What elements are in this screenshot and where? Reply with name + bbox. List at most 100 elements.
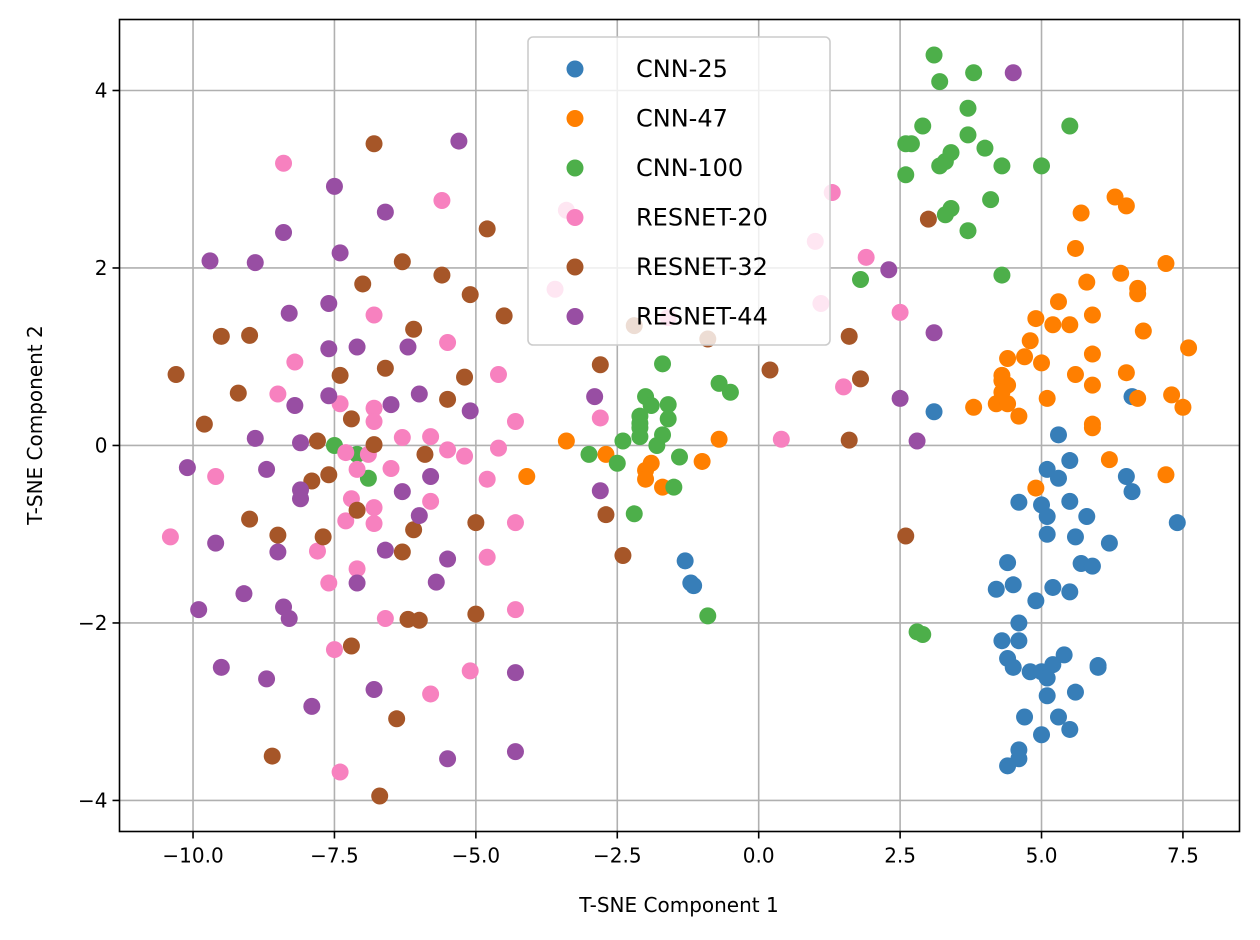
scatter-point <box>987 580 1005 598</box>
scatter-point <box>308 542 326 560</box>
scatter-point <box>1061 583 1079 601</box>
scatter-point <box>654 355 672 373</box>
scatter-point <box>1027 592 1045 610</box>
scatter-point <box>376 359 394 377</box>
scatter-point <box>959 222 977 240</box>
scatter-point <box>925 324 943 342</box>
scatter-point <box>331 366 349 384</box>
scatter-point <box>348 574 366 592</box>
scatter-point <box>376 203 394 221</box>
scatter-point <box>982 191 1000 209</box>
scatter-point <box>1100 451 1118 469</box>
scatter-point <box>388 710 406 728</box>
scatter-point <box>241 326 259 344</box>
scatter-point <box>365 135 383 153</box>
legend-box <box>527 36 831 346</box>
scatter-point <box>993 266 1011 284</box>
scatter-point <box>320 340 338 358</box>
scatter-point <box>1078 273 1096 291</box>
legend-label: RESNET-32 <box>636 253 768 281</box>
scatter-point <box>631 428 649 446</box>
scatter-point <box>461 286 479 304</box>
scatter-point <box>207 468 225 486</box>
scatter-point <box>1010 614 1028 632</box>
scatter-point <box>1004 576 1022 594</box>
scatter-point <box>303 697 321 715</box>
scatter-point <box>399 338 417 356</box>
scatter-point <box>167 365 185 383</box>
data-points <box>161 46 1198 805</box>
scatter-point <box>993 632 1011 650</box>
series-cnn-47 <box>518 188 1198 497</box>
scatter-point <box>1112 264 1130 282</box>
scatter-point <box>840 327 858 345</box>
x-tick-label: 5.0 <box>1026 844 1058 868</box>
scatter-point <box>405 320 423 338</box>
scatter-point <box>1089 658 1107 676</box>
x-axis-label: T-SNE Component 1 <box>578 893 778 917</box>
x-tick-label: 7.5 <box>1167 844 1199 868</box>
scatter-point <box>637 470 655 488</box>
scatter-point <box>1049 426 1067 444</box>
scatter-point <box>506 601 524 619</box>
scatter-point <box>835 378 853 396</box>
scatter-point <box>919 210 937 228</box>
scatter-point <box>506 413 524 431</box>
scatter-point <box>422 685 440 703</box>
scatter-point <box>308 432 326 450</box>
scatter-point <box>263 747 281 765</box>
scatter-point <box>761 361 779 379</box>
scatter-point <box>1066 528 1084 546</box>
grid-lines <box>119 19 1240 832</box>
scatter-point <box>1038 669 1056 687</box>
scatter-point <box>269 543 287 561</box>
scatter-point <box>286 397 304 415</box>
scatter-point <box>1033 726 1051 744</box>
scatter-point <box>292 434 310 452</box>
scatter-point <box>478 470 496 488</box>
scatter-point <box>999 554 1017 572</box>
scatter-point <box>320 387 338 405</box>
scatter-point <box>1083 557 1101 575</box>
scatter-point <box>925 403 943 421</box>
scatter-point <box>772 430 790 448</box>
y-tick-label: −4 <box>78 788 107 812</box>
x-tick-label: −2.5 <box>593 844 642 868</box>
scatter-point <box>439 390 457 408</box>
scatter-point <box>642 397 660 415</box>
scatter-point <box>959 126 977 144</box>
scatter-point <box>908 432 926 450</box>
scatter-point <box>450 132 468 150</box>
scatter-point <box>721 383 739 401</box>
scatter-point <box>591 409 609 427</box>
scatter-point <box>1066 365 1084 383</box>
scatter-point <box>382 460 400 478</box>
scatter-point <box>439 550 457 568</box>
legend-marker <box>566 308 584 325</box>
scatter-point <box>1117 468 1135 486</box>
legend-label: CNN-25 <box>636 55 728 83</box>
scatter-point <box>1033 354 1051 372</box>
scatter-point <box>671 448 688 466</box>
scatter-point <box>489 439 507 457</box>
scatter-point <box>625 505 643 523</box>
scatter-point <box>965 64 983 82</box>
scatter-point <box>275 154 293 172</box>
scatter-point <box>1049 469 1067 487</box>
scatter-point <box>365 515 383 533</box>
scatter-point <box>1010 407 1028 425</box>
scatter-point <box>659 396 677 414</box>
scatter-point <box>422 468 440 486</box>
scatter-point <box>1061 720 1079 738</box>
scatter-point <box>342 637 360 655</box>
scatter-point <box>320 294 338 312</box>
scatter-point <box>880 261 898 279</box>
scatter-point <box>320 466 338 484</box>
scatter-point <box>1066 239 1084 257</box>
scatter-point <box>1134 322 1152 340</box>
scatter-point <box>685 577 703 595</box>
y-tick-label: 2 <box>95 256 108 280</box>
scatter-point <box>1129 389 1147 407</box>
